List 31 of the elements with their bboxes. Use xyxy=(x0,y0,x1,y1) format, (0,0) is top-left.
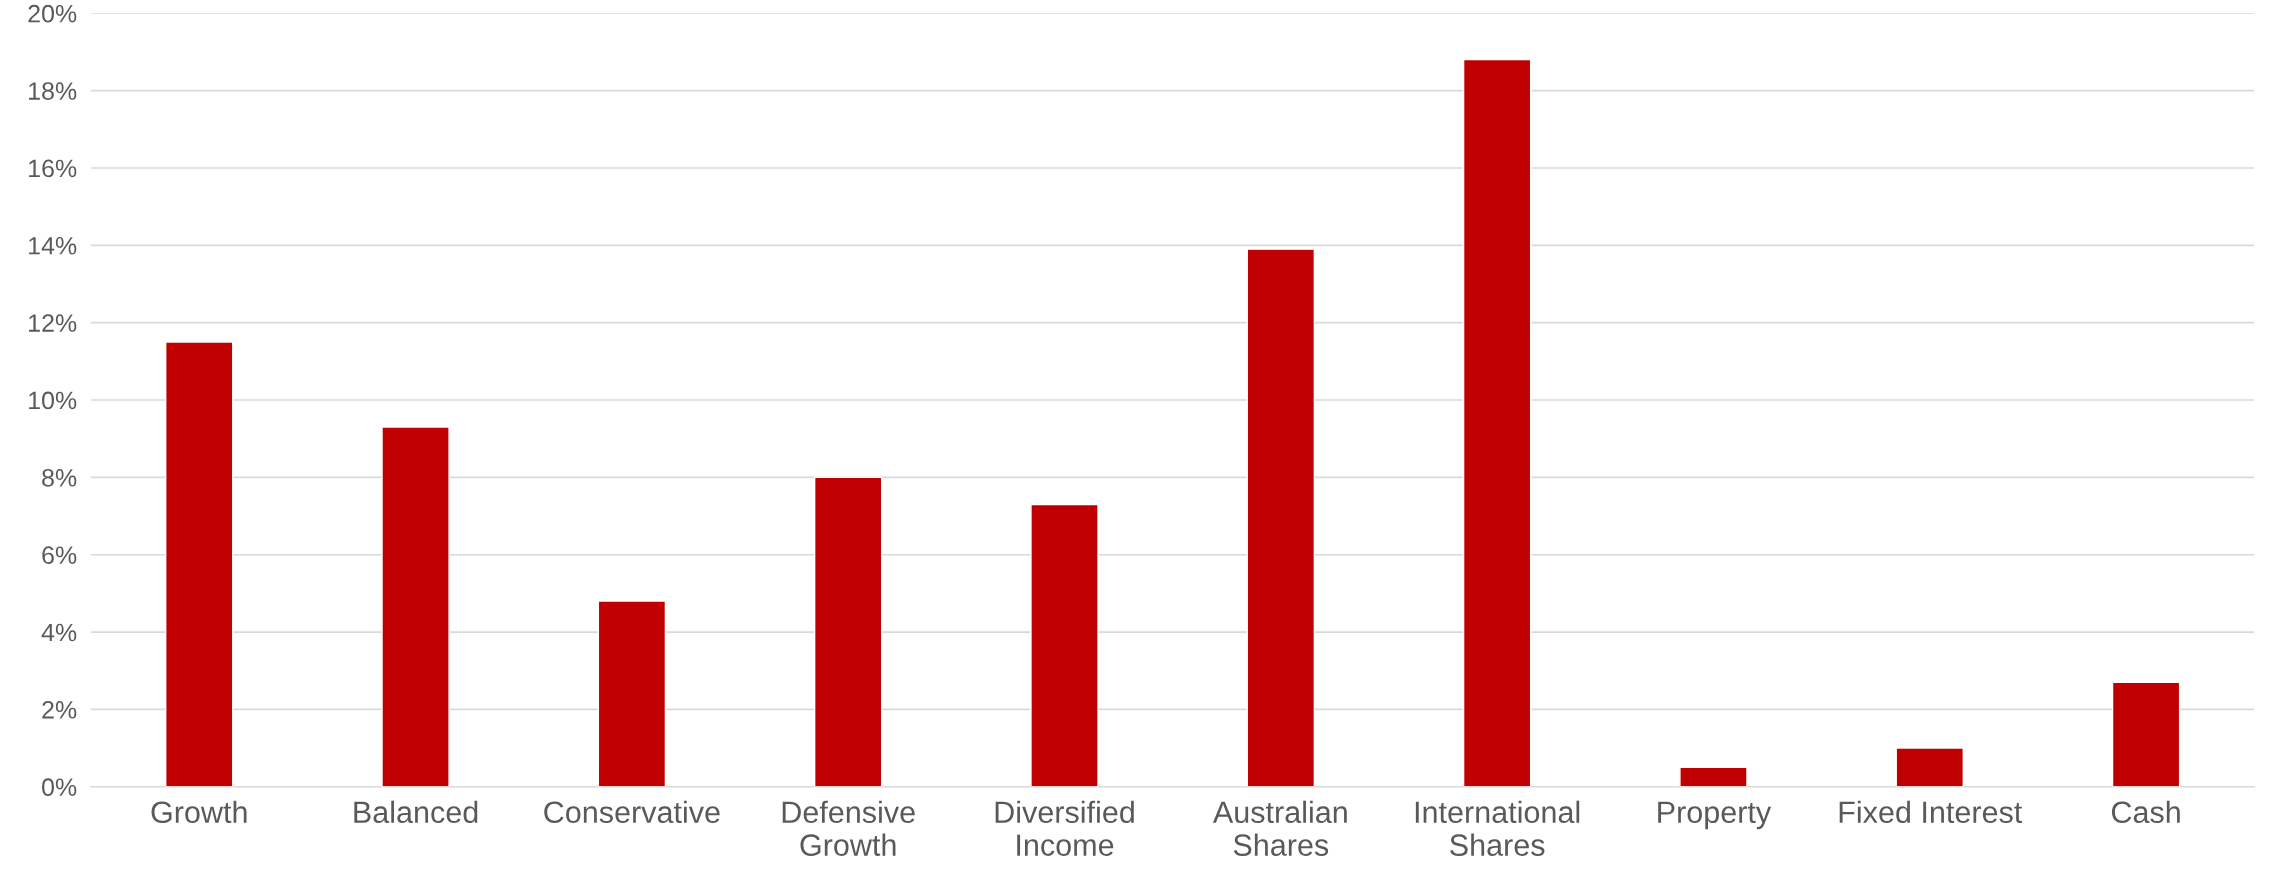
y-tick-label: 2% xyxy=(42,701,77,719)
x-tick-label: Australian Shares xyxy=(1212,800,1347,857)
x-tick-label: Balanced xyxy=(354,800,478,824)
bar xyxy=(597,600,667,787)
y-tick-label: 10% xyxy=(29,391,77,410)
bar xyxy=(1462,58,1532,787)
x-tick-label: Defensive Growth xyxy=(782,800,915,857)
bar xyxy=(1679,766,1748,787)
bar xyxy=(1246,248,1316,787)
x-tick-label: International Shares xyxy=(1415,800,1580,857)
bar xyxy=(381,426,450,787)
x-tick-label: Fixed Interest xyxy=(1839,800,2023,824)
bar xyxy=(1895,747,1964,787)
bar xyxy=(165,341,234,787)
y-tick-label: 4% xyxy=(41,623,77,642)
x-tick-label: Property xyxy=(1658,801,1772,830)
x-tick-label: Conservative xyxy=(544,800,720,824)
x-tick-label: Growth xyxy=(151,800,247,824)
x-tick-label: Diversified Income xyxy=(995,800,1134,857)
y-tick-label: 0% xyxy=(42,778,77,797)
bar xyxy=(2111,681,2181,787)
x-tick-label: Cash xyxy=(2111,800,2180,824)
y-tick-label: 16% xyxy=(29,159,77,178)
y-tick-label: 6% xyxy=(42,546,77,565)
y-tick-label: 18% xyxy=(29,82,77,100)
y-tick-label: 14% xyxy=(29,237,77,255)
bar xyxy=(813,476,883,787)
y-tick-label: 8% xyxy=(42,468,77,487)
y-tick-label: 20% xyxy=(28,4,77,23)
y-tick-label: 12% xyxy=(29,314,77,332)
bar xyxy=(1030,503,1099,787)
